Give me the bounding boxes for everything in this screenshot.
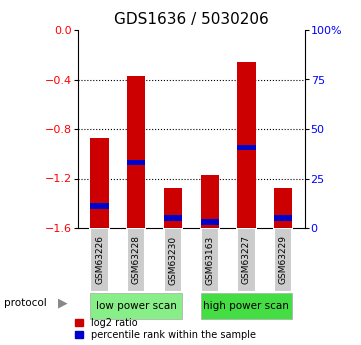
Bar — [200, 175, 219, 228]
FancyBboxPatch shape — [91, 228, 109, 292]
Bar — [274, 188, 292, 228]
Bar — [91, 203, 109, 208]
Bar — [164, 215, 182, 221]
Bar — [274, 215, 292, 221]
Text: high power scan: high power scan — [203, 301, 289, 311]
Text: protocol: protocol — [4, 297, 46, 307]
FancyBboxPatch shape — [274, 228, 292, 292]
Bar — [164, 188, 182, 228]
Title: GDS1636 / 5030206: GDS1636 / 5030206 — [114, 12, 269, 28]
Text: GSM63230: GSM63230 — [169, 235, 178, 285]
Text: GSM63228: GSM63228 — [132, 236, 141, 285]
FancyBboxPatch shape — [127, 228, 145, 292]
Bar — [127, 160, 145, 165]
Text: GSM63163: GSM63163 — [205, 235, 214, 285]
Bar — [127, 76, 145, 228]
Text: low power scan: low power scan — [96, 301, 177, 311]
FancyBboxPatch shape — [164, 228, 182, 292]
FancyBboxPatch shape — [200, 293, 292, 318]
Bar — [91, 138, 109, 228]
Bar — [237, 62, 256, 228]
Text: GSM63226: GSM63226 — [95, 236, 104, 285]
Bar — [237, 145, 256, 150]
Text: GSM63229: GSM63229 — [279, 236, 287, 285]
Text: ▶: ▶ — [58, 296, 68, 309]
FancyBboxPatch shape — [200, 228, 219, 292]
Text: GSM63227: GSM63227 — [242, 236, 251, 285]
FancyBboxPatch shape — [237, 228, 256, 292]
Bar — [200, 219, 219, 225]
Legend: log2 ratio, percentile rank within the sample: log2 ratio, percentile rank within the s… — [75, 318, 256, 340]
FancyBboxPatch shape — [91, 293, 182, 318]
